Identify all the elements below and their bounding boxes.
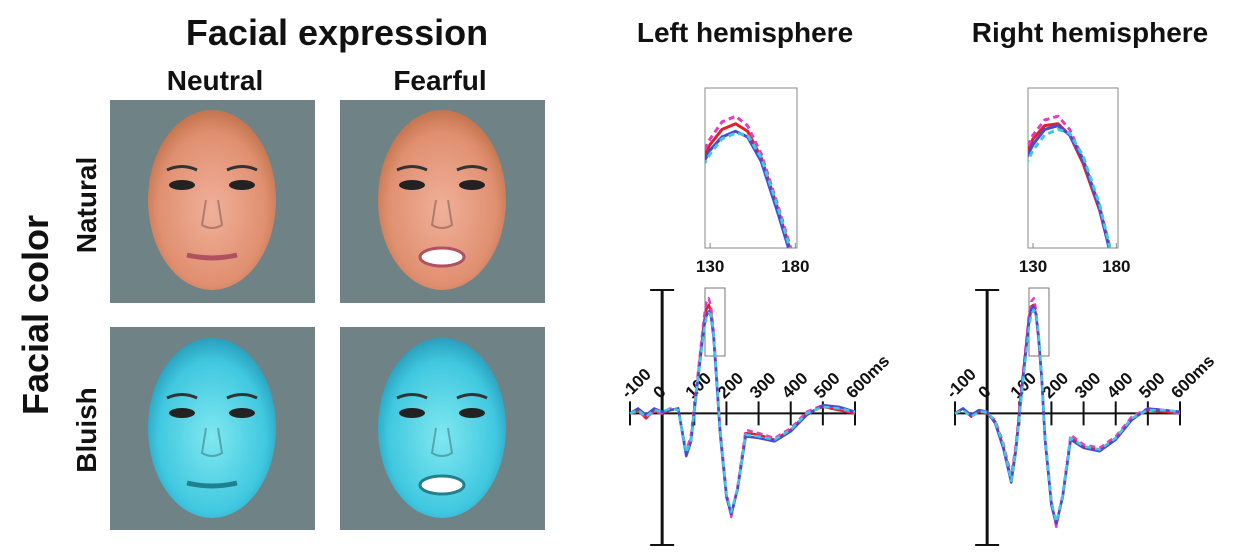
chart-title: Left hemisphere — [637, 17, 853, 48]
row-label: Bluish — [71, 387, 102, 473]
inset-x-tick-label: 130 — [696, 257, 724, 276]
x-tick-label: -100 — [617, 365, 654, 402]
x-tick-label: 600ms — [842, 351, 893, 402]
row-label: Natural — [71, 157, 102, 253]
face-natural-fearful — [340, 100, 545, 303]
inset-x-tick-label: 130 — [1019, 257, 1047, 276]
inset-x-tick-label: 180 — [781, 257, 809, 276]
waveform — [630, 305, 855, 516]
x-tick-label: 300 — [1071, 369, 1104, 402]
face-natural-neutral — [110, 100, 315, 303]
chart-title: Right hemisphere — [972, 17, 1208, 48]
x-tick-label: 500 — [1135, 369, 1168, 402]
figure: Facial expression Neutral Fearful Facial… — [0, 0, 1250, 554]
x-tick-label: 500 — [810, 369, 843, 402]
x-tick-label: 400 — [778, 369, 811, 402]
x-tick-label: 400 — [1103, 369, 1136, 402]
inset-x-tick-label: 180 — [1102, 257, 1130, 276]
x-tick-label: 0 — [650, 382, 670, 402]
color-title: Facial color — [15, 215, 56, 415]
column-label: Fearful — [393, 65, 486, 96]
x-tick-label: 300 — [746, 369, 779, 402]
face-bluish-fearful — [340, 327, 545, 530]
column-label: Neutral — [167, 65, 263, 96]
x-tick-label: 600ms — [1167, 351, 1218, 402]
x-tick-label: -100 — [942, 365, 979, 402]
x-tick-label: 0 — [975, 382, 995, 402]
expression-title: Facial expression — [186, 12, 488, 53]
face-bluish-neutral — [110, 327, 315, 530]
